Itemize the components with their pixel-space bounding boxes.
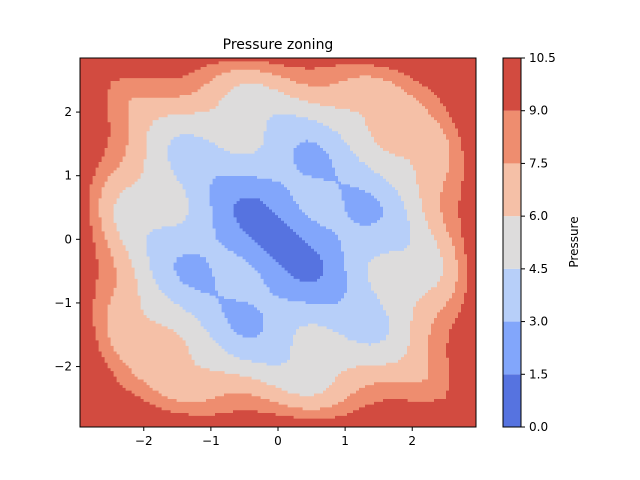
contour-band-3 <box>113 83 444 397</box>
colorbar-segment <box>503 268 521 322</box>
y-tick-label: 2 <box>64 105 72 119</box>
colorbar-segment <box>503 374 521 427</box>
contour-band-1 <box>173 139 384 339</box>
colorbar-tick-label: 1.5 <box>529 367 548 381</box>
colorbar: 0.0 1.5 3.0 4.5 6.0 7.5 9.0 10.5 <box>502 51 556 434</box>
colorbar-tick-label: 0.0 <box>529 420 548 434</box>
plot-area <box>80 58 476 427</box>
colorbar-segment <box>503 321 521 375</box>
colorbar-segment <box>503 163 521 217</box>
colorbar-segment <box>503 110 521 164</box>
y-tick-label: −2 <box>54 360 72 374</box>
contour-band-2 <box>146 113 411 367</box>
colorbar-segment <box>503 58 521 111</box>
colorbar-frame <box>502 57 522 428</box>
colorbar-segment <box>503 216 521 269</box>
x-tick-label: −1 <box>202 434 220 448</box>
contour-band-6 <box>80 58 476 427</box>
contour-band-5 <box>89 60 468 420</box>
x-tick-label: 1 <box>341 434 349 448</box>
y-tick-label: 1 <box>64 169 72 183</box>
x-axis: −2 −1 0 1 2 <box>135 427 416 448</box>
y-tick-label: −1 <box>54 296 72 310</box>
colorbar-tick-label: 9.0 <box>529 104 548 118</box>
colorbar-tick-label: 3.0 <box>529 315 548 329</box>
x-tick-label: 2 <box>408 434 416 448</box>
colorbar-tick-label: 4.5 <box>529 262 548 276</box>
x-tick-label: 0 <box>274 434 282 448</box>
colorbar-tick-label: 6.0 <box>529 209 548 223</box>
colorbar-label: Pressure <box>567 216 581 267</box>
y-tick-label: 0 <box>64 232 72 246</box>
chart-title: Pressure zoning <box>223 37 334 53</box>
colorbar-tick-label: 7.5 <box>529 156 548 170</box>
x-tick-label: −2 <box>135 434 153 448</box>
contour-band-0 <box>233 197 324 283</box>
y-axis: −2 −1 0 1 2 <box>54 105 80 374</box>
colorbar-tick-label: 10.5 <box>529 51 556 65</box>
